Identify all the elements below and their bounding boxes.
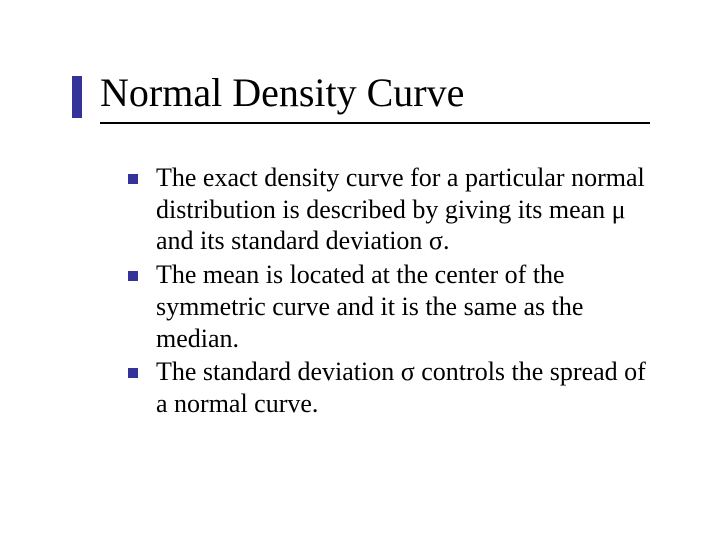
list-item: The exact density curve for a particular…: [128, 162, 650, 257]
list-item: The mean is located at the center of the…: [128, 259, 650, 354]
title-accent-bar: [72, 76, 82, 118]
title-underline: [100, 122, 650, 124]
title-block: Normal Density Curve: [100, 70, 650, 124]
list-item: The standard deviation σ controls the sp…: [128, 356, 650, 419]
slide-title: Normal Density Curve: [100, 70, 650, 116]
bullet-list: The exact density curve for a particular…: [100, 162, 650, 420]
slide: Normal Density Curve The exact density c…: [0, 0, 720, 540]
